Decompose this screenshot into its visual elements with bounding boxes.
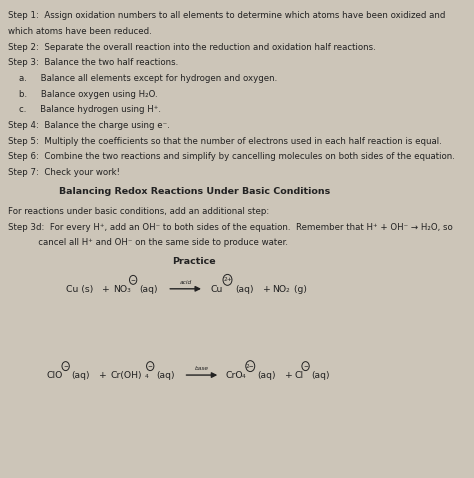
Text: ClO: ClO xyxy=(46,371,63,380)
Text: Cu (s): Cu (s) xyxy=(66,285,94,294)
Text: Cu: Cu xyxy=(210,285,223,294)
Text: 2: 2 xyxy=(286,288,290,293)
Text: Cr(OH): Cr(OH) xyxy=(110,371,142,380)
Text: NO: NO xyxy=(272,285,286,294)
Text: Step 6:  Combine the two reactions and simplify by cancelling molecules on both : Step 6: Combine the two reactions and si… xyxy=(8,152,455,162)
Text: (aq): (aq) xyxy=(311,371,330,380)
Text: CrO: CrO xyxy=(225,371,243,380)
Text: Cl: Cl xyxy=(294,371,303,380)
Text: Step 3:  Balance the two half reactions.: Step 3: Balance the two half reactions. xyxy=(8,58,178,67)
Text: NO: NO xyxy=(113,285,127,294)
Text: Balancing Redox Reactions Under Basic Conditions: Balancing Redox Reactions Under Basic Co… xyxy=(58,187,330,196)
Text: (aq): (aq) xyxy=(156,371,174,380)
Text: cancel all H⁺ and OH⁻ on the same side to produce water.: cancel all H⁺ and OH⁻ on the same side t… xyxy=(8,238,288,247)
Text: 4: 4 xyxy=(145,374,148,379)
Text: Step 2:  Separate the overall reaction into the reduction and oxidation half rea: Step 2: Separate the overall reaction in… xyxy=(8,43,376,52)
Text: −: − xyxy=(63,364,68,369)
Text: (g): (g) xyxy=(291,285,307,294)
Text: −: − xyxy=(131,277,136,282)
Text: (aq): (aq) xyxy=(71,371,90,380)
Text: (aq): (aq) xyxy=(257,371,276,380)
Text: (aq): (aq) xyxy=(235,285,253,294)
Text: Practice: Practice xyxy=(173,257,216,266)
Text: (aq): (aq) xyxy=(139,285,157,294)
Text: +: + xyxy=(262,285,269,294)
Text: acid: acid xyxy=(180,280,191,285)
Text: +: + xyxy=(101,285,109,294)
Text: base: base xyxy=(195,366,209,371)
Text: Step 4:  Balance the charge using e⁻.: Step 4: Balance the charge using e⁻. xyxy=(8,121,170,130)
Text: For reactions under basic conditions, add an additional step:: For reactions under basic conditions, ad… xyxy=(8,207,269,216)
Text: 2+: 2+ xyxy=(223,277,232,282)
Text: Step 5:  Multiply the coefficients so that the number of electrons used in each : Step 5: Multiply the coefficients so tha… xyxy=(8,137,442,146)
Text: +: + xyxy=(283,371,292,380)
Text: −: − xyxy=(148,364,153,369)
Text: +: + xyxy=(98,371,106,380)
Text: 2−: 2− xyxy=(246,364,255,369)
Text: −: − xyxy=(303,364,308,369)
Text: a.     Balance all elements except for hydrogen and oxygen.: a. Balance all elements except for hydro… xyxy=(19,74,278,83)
Text: Step 3d:  For every H⁺, add an OH⁻ to both sides of the equation.  Remember that: Step 3d: For every H⁺, add an OH⁻ to bot… xyxy=(8,223,453,232)
Text: Step 7:  Check your work!: Step 7: Check your work! xyxy=(8,168,120,177)
Text: 4: 4 xyxy=(242,374,246,379)
Text: Step 1:  Assign oxidation numbers to all elements to determine which atoms have : Step 1: Assign oxidation numbers to all … xyxy=(8,11,445,21)
Text: c.     Balance hydrogen using H⁺.: c. Balance hydrogen using H⁺. xyxy=(19,106,161,114)
Text: 3: 3 xyxy=(127,288,130,293)
Text: b.     Balance oxygen using H₂O.: b. Balance oxygen using H₂O. xyxy=(19,90,158,99)
Text: which atoms have been reduced.: which atoms have been reduced. xyxy=(8,27,152,36)
